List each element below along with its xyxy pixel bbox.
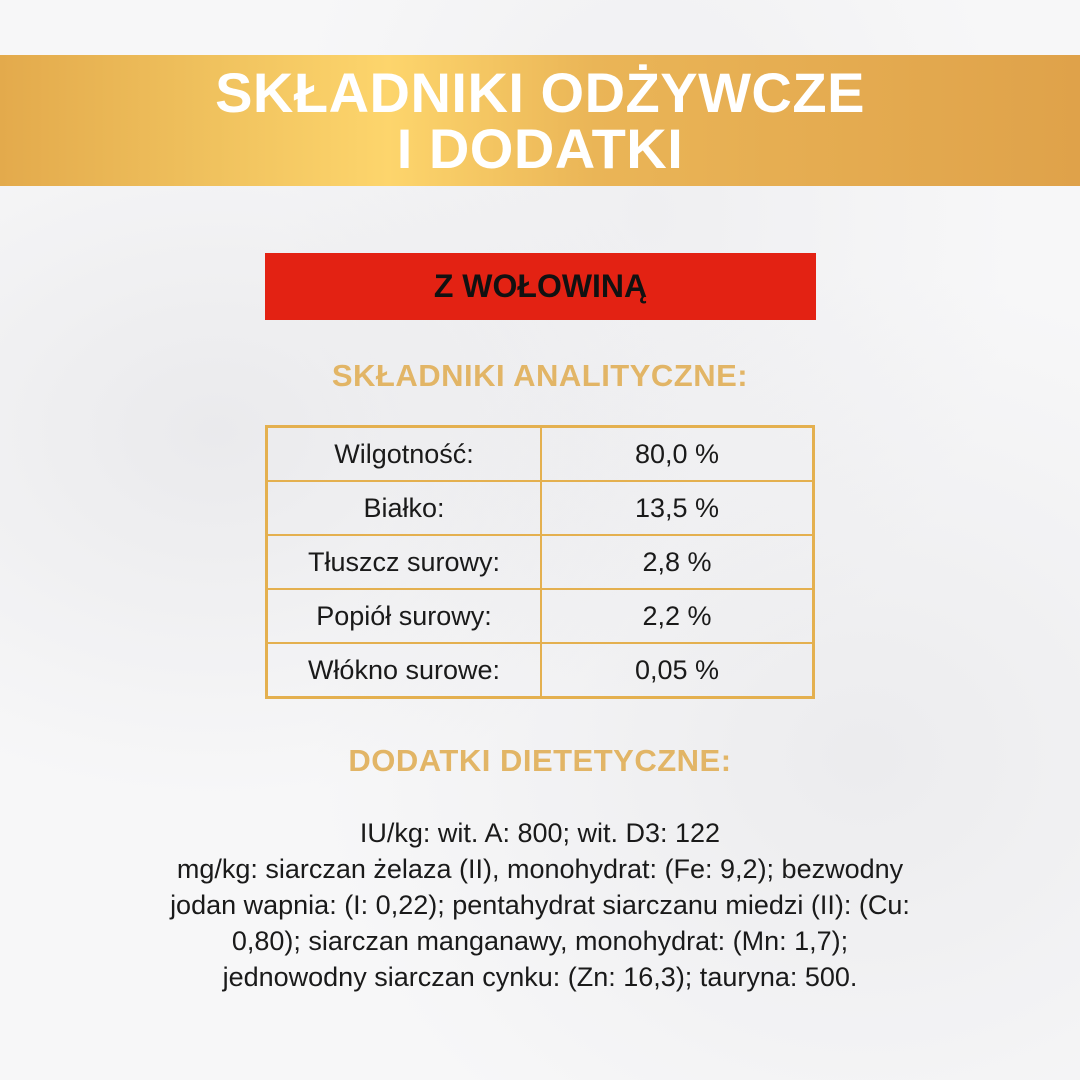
additives-line: jodan wapnia: (I: 0,22); pentahydrat sia…: [170, 890, 910, 920]
row-value: 13,5 %: [540, 480, 815, 536]
row-label: Tłuszcz surowy:: [265, 534, 542, 590]
row-value: 2,2 %: [540, 588, 815, 644]
row-value: 0,05 %: [540, 642, 815, 699]
table-row: Popiół surowy: 2,2 %: [265, 588, 815, 644]
row-label: Włókno surowe:: [265, 642, 542, 699]
table-row: Białko: 13,5 %: [265, 480, 815, 536]
variant-label: Z WOŁOWINĄ: [265, 253, 816, 320]
additives-line: 0,80); siarczan manganawy, monohydrat: (…: [231, 926, 849, 956]
analytical-table: Wilgotność: 80,0 % Białko: 13,5 % Tłuszcz …: [265, 425, 815, 699]
additives-line: IU/kg: wit. A: 800; wit. D3: 122: [359, 818, 721, 848]
row-label: Białko:: [265, 480, 542, 536]
row-label: Wilgotność:: [265, 425, 542, 482]
row-value: 2,8 %: [540, 534, 815, 590]
table-row: Tłuszcz surowy: 2,8 %: [265, 534, 815, 590]
title-line-1: SKŁADNIKI ODŻYWCZE: [215, 60, 865, 124]
additives-line: mg/kg: siarczan żelaza (II), monohydrat:…: [176, 854, 904, 884]
table-row: Włókno surowe: 0,05 %: [265, 642, 815, 699]
row-value: 80,0 %: [540, 425, 815, 482]
title-banner: SKŁADNIKI ODŻYWCZE I DODATKI: [0, 55, 1080, 186]
additives-line: jednowodny siarczan cynku: (Zn: 16,3); t…: [222, 962, 858, 992]
table-row: Wilgotność: 80,0 %: [265, 425, 815, 482]
row-label: Popiół surowy:: [265, 588, 542, 644]
analytical-heading: SKŁADNIKI ANALITYCZNE:: [331, 358, 749, 393]
additives-heading: DODATKI DIETETYCZNE:: [348, 743, 732, 778]
title-line-2: I DODATKI: [396, 116, 684, 180]
additives-text: IU/kg: wit. A: 800; wit. D3: 122 mg/kg: …: [60, 815, 1020, 995]
